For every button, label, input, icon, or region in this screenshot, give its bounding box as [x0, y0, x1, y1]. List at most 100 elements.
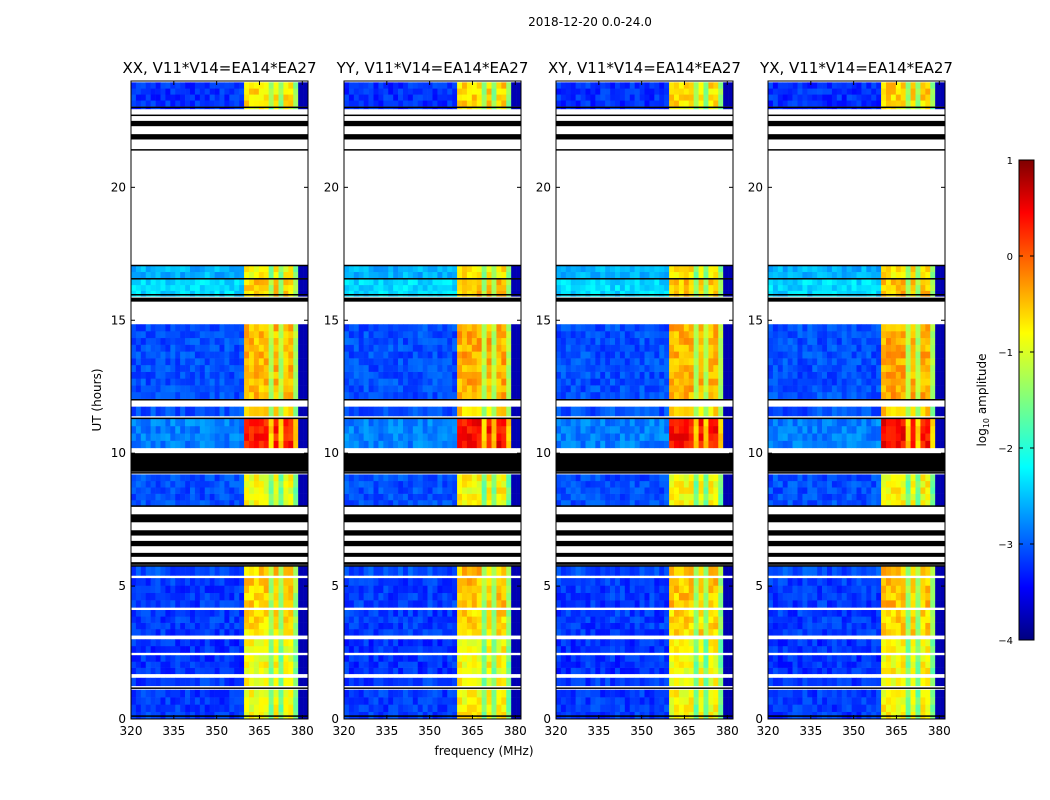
heatmap-cell: [293, 499, 299, 507]
heatmap-cell: [674, 474, 680, 482]
heatmap-cell: [348, 337, 355, 345]
heatmap-cell: [481, 284, 487, 291]
heatmap-cell: [506, 493, 512, 501]
heatmap-cell: [629, 585, 635, 594]
heatmap-cell: [160, 279, 166, 286]
heatmap-cell: [180, 331, 186, 339]
heatmap-cell: [471, 600, 478, 608]
heatmap-cell: [135, 661, 142, 668]
heatmap-cell: [639, 364, 645, 372]
heatmap-cell: [353, 592, 360, 601]
heatmap-cell: [556, 677, 562, 687]
heatmap-cell: [570, 487, 576, 494]
heatmap-cell: [258, 592, 265, 601]
heatmap-cell: [471, 622, 478, 630]
heatmap-cell: [194, 655, 201, 662]
heatmap-cell: [160, 425, 166, 434]
heatmap-cell: [263, 622, 269, 630]
heatmap-cell: [654, 378, 660, 386]
heatmap-cell: [560, 689, 567, 698]
heatmap-cell: [437, 284, 443, 291]
heatmap-cell: [175, 385, 181, 393]
heatmap-cell: [268, 406, 274, 417]
heatmap-cell: [160, 337, 166, 345]
heatmap-cell: [403, 493, 409, 501]
heatmap-cell: [417, 566, 423, 576]
heatmap-cell: [511, 622, 517, 630]
heatmap-cell: [585, 440, 591, 449]
heatmap-cell: [427, 425, 433, 434]
heatmap-cell: [180, 493, 186, 501]
heatmap-cell: [145, 88, 151, 95]
heatmap-cell: [466, 585, 473, 594]
heatmap-cell: [678, 385, 685, 393]
heatmap-cell: [204, 94, 210, 101]
heatmap-cell: [466, 271, 473, 279]
heatmap-cell: [457, 337, 463, 345]
heatmap-cell: [249, 324, 255, 332]
heatmap-cell: [363, 290, 369, 297]
heatmap-cell: [590, 585, 596, 594]
heatmap-cell: [234, 622, 240, 630]
heatmap-cell: [150, 628, 156, 636]
heatmap-cell: [688, 616, 694, 623]
heatmap-cell: [258, 337, 265, 345]
heatmap-cell: [471, 100, 478, 107]
heatmap-cell: [585, 358, 591, 366]
heatmap-cell: [298, 358, 304, 366]
heatmap-cell: [224, 344, 230, 352]
heatmap-cell: [605, 378, 611, 386]
heatmap-cell: [452, 364, 458, 372]
heatmap-cell: [491, 331, 497, 339]
heatmap-cell: [570, 689, 576, 698]
heatmap-cell: [224, 622, 230, 630]
heatmap-cell: [224, 107, 230, 110]
heatmap-cell: [678, 358, 685, 366]
heatmap-cell: [278, 677, 284, 687]
heatmap-cell: [556, 391, 562, 399]
heatmap-cell: [185, 616, 191, 623]
heatmap-cell: [669, 418, 675, 427]
heatmap-cell: [471, 82, 478, 89]
heatmap-cell: [344, 667, 350, 675]
heatmap-cell: [417, 480, 423, 488]
heatmap-cell: [496, 493, 502, 501]
heatmap-cell: [278, 324, 284, 332]
heatmap-cell: [393, 290, 399, 297]
heatmap-cell: [378, 600, 384, 608]
heatmap-cell: [383, 578, 389, 586]
heatmap-cell: [659, 639, 665, 647]
heatmap-cell: [708, 371, 714, 379]
heatmap-cell: [190, 284, 196, 291]
heatmap-cell: [165, 331, 171, 339]
heatmap-cell: [180, 697, 186, 705]
heatmap-cell: [407, 474, 414, 482]
heatmap-cell: [190, 566, 196, 576]
heatmap-cell: [234, 331, 240, 339]
heatmap-cell: [713, 440, 719, 449]
heatmap-cell: [432, 100, 438, 107]
heatmap-cell: [708, 391, 714, 399]
flagged-line: [344, 472, 521, 474]
heatmap-cell: [649, 689, 655, 698]
heatmap-cell: [170, 107, 176, 110]
heatmap-cell: [224, 100, 230, 107]
heatmap-cell: [244, 433, 250, 441]
heatmap-cell: [466, 610, 473, 617]
heatmap-cell: [145, 616, 151, 623]
heatmap-cell: [273, 385, 279, 393]
heatmap-cell: [239, 385, 245, 393]
heatmap-cell: [407, 107, 414, 110]
heatmap-cell: [556, 622, 562, 630]
heatmap-cell: [239, 378, 245, 386]
heatmap-cell: [398, 290, 404, 297]
heatmap-cell: [283, 344, 289, 352]
heatmap-cell: [283, 271, 289, 279]
heatmap-cell: [278, 344, 284, 352]
heatmap-cell: [437, 271, 443, 279]
heatmap-cell: [516, 628, 522, 636]
heatmap-cell: [190, 100, 196, 107]
heatmap-cell: [204, 391, 210, 399]
heatmap-cell: [442, 704, 448, 712]
heatmap-cell: [654, 645, 660, 653]
